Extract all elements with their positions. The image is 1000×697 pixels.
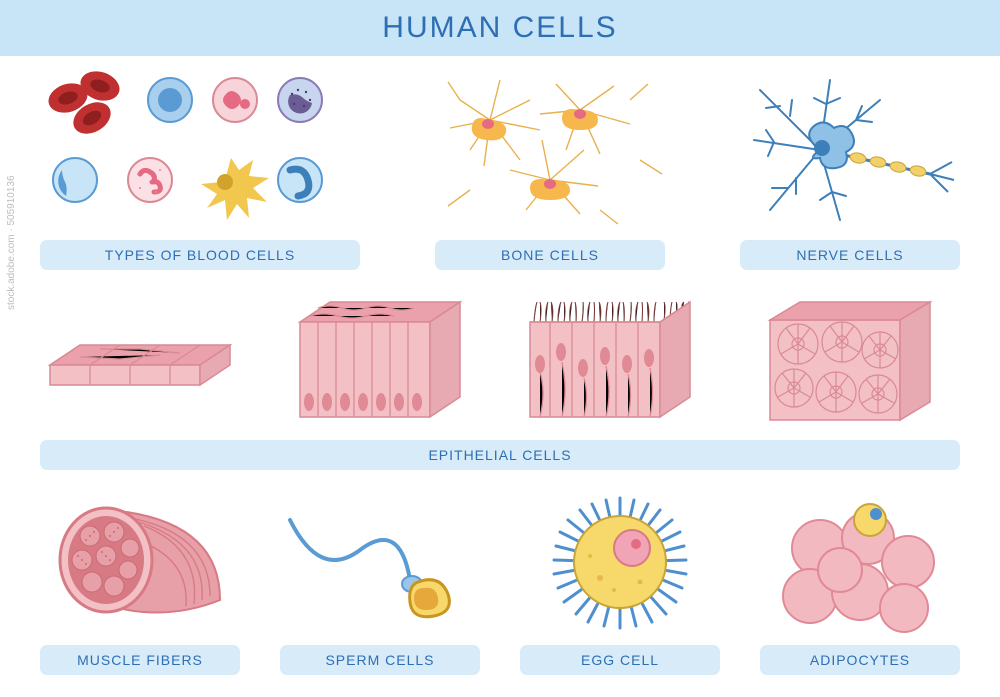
- ciliated-epithelium-icon: [530, 302, 690, 417]
- red-blood-cell-icon: [45, 70, 124, 140]
- bone-cells-label: BONE CELLS: [435, 240, 665, 270]
- white-blood-cell-icon: [148, 78, 192, 122]
- watermark: stock.adobe.com · 505910136: [6, 175, 17, 310]
- osteocyte-icon: [472, 118, 506, 140]
- nerve-cell-diagram: [730, 70, 970, 230]
- stratified-epithelium-icon: [770, 302, 930, 420]
- epithelial-cells-diagram: [40, 290, 960, 430]
- blood-cells-diagram: [40, 70, 360, 230]
- platelet-icon: [201, 158, 269, 220]
- epithelial-label: EPITHELIAL CELLS: [40, 440, 960, 470]
- title-bar: HUMAN CELLS: [0, 0, 1000, 56]
- blood-cells-label: TYPES OF BLOOD CELLS: [40, 240, 360, 270]
- adipocytes-diagram: [770, 490, 950, 635]
- adipo-label: ADIPOCYTES: [760, 645, 960, 675]
- title-text: HUMAN CELLS: [382, 11, 617, 45]
- egg-label: EGG CELL: [520, 645, 720, 675]
- egg-cell-diagram: [530, 490, 710, 635]
- columnar-epithelium-icon: [300, 302, 460, 417]
- sperm-cell-diagram: [280, 490, 480, 635]
- muscle-fibers-diagram: [50, 490, 230, 635]
- squamous-epithelium-icon: [50, 345, 230, 385]
- bone-cells-diagram: [430, 70, 670, 230]
- nerve-cells-label: NERVE CELLS: [740, 240, 960, 270]
- sperm-label: SPERM CELLS: [280, 645, 480, 675]
- muscle-label: MUSCLE FIBERS: [40, 645, 240, 675]
